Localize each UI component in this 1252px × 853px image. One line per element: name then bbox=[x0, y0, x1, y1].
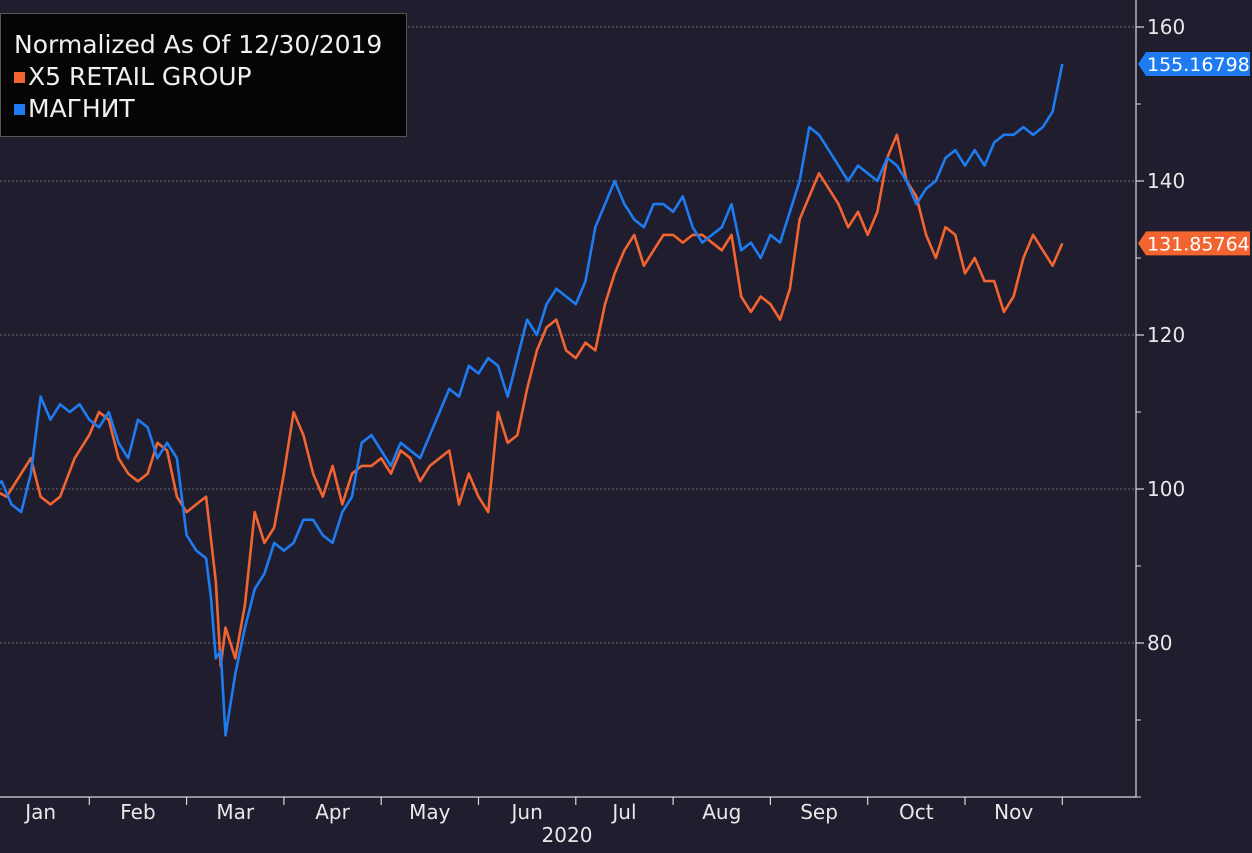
series-line-1 bbox=[0, 63, 1064, 737]
x-tick-label-sep: Sep bbox=[800, 800, 838, 824]
x-tick-label-oct: Oct bbox=[899, 800, 934, 824]
y-tick-label-80: 80 bbox=[1147, 631, 1172, 655]
x-tick-label-nov: Nov bbox=[994, 800, 1033, 824]
x-tick-label-mar: Mar bbox=[216, 800, 255, 824]
x-tick-label-feb: Feb bbox=[120, 800, 155, 824]
last-value-text-0: 131.85764 bbox=[1147, 233, 1250, 255]
legend-swatch-magnit bbox=[14, 103, 25, 115]
y-tick-label-160: 160 bbox=[1147, 15, 1185, 39]
y-tick-label-100: 100 bbox=[1147, 477, 1185, 501]
y-tick-label-140: 140 bbox=[1147, 169, 1185, 193]
x-tick-label-jun: Jun bbox=[510, 800, 543, 824]
last-value-tag-0: 131.85764 bbox=[1138, 231, 1250, 256]
x-axis-year-label: 2020 bbox=[542, 823, 593, 847]
legend-entry-magnit: МАГНИТ bbox=[14, 93, 406, 125]
x-tick-label-jan: Jan bbox=[23, 800, 56, 824]
legend-label-magnit: МАГНИТ bbox=[28, 94, 135, 123]
last-value-labels: 131.85764 155.16798 bbox=[1138, 51, 1250, 256]
last-value-bg-0 bbox=[1138, 231, 1250, 256]
legend-label-x5: X5 RETAIL GROUP bbox=[28, 62, 252, 91]
y-tick-label-120: 120 bbox=[1147, 323, 1185, 347]
x-tick-label-may: May bbox=[409, 800, 451, 824]
last-value-tag-1: 155.16798 bbox=[1138, 51, 1250, 76]
x-axis-ticks: Jan Feb Mar Apr May Jun Jul Aug Sep Oct Nov bbox=[23, 797, 1063, 824]
legend: Normalized As Of 12/30/2019 X5 RETAIL GR… bbox=[0, 13, 407, 137]
legend-swatch-x5 bbox=[14, 71, 25, 83]
series-line-0 bbox=[0, 133, 1064, 668]
x-tick-label-apr: Apr bbox=[315, 800, 350, 824]
y-axis-ticks: 80 100 120 140 160 bbox=[1136, 15, 1185, 798]
x-tick-label-jul: Jul bbox=[610, 800, 636, 824]
legend-title: Normalized As Of 12/30/2019 bbox=[14, 30, 383, 59]
series-lines bbox=[0, 63, 1064, 737]
x-tick-label-aug: Aug bbox=[702, 800, 741, 824]
last-value-bg-1 bbox=[1138, 51, 1250, 76]
last-value-text-1: 155.16798 bbox=[1147, 54, 1250, 76]
legend-entry-x5: X5 RETAIL GROUP bbox=[14, 61, 406, 93]
